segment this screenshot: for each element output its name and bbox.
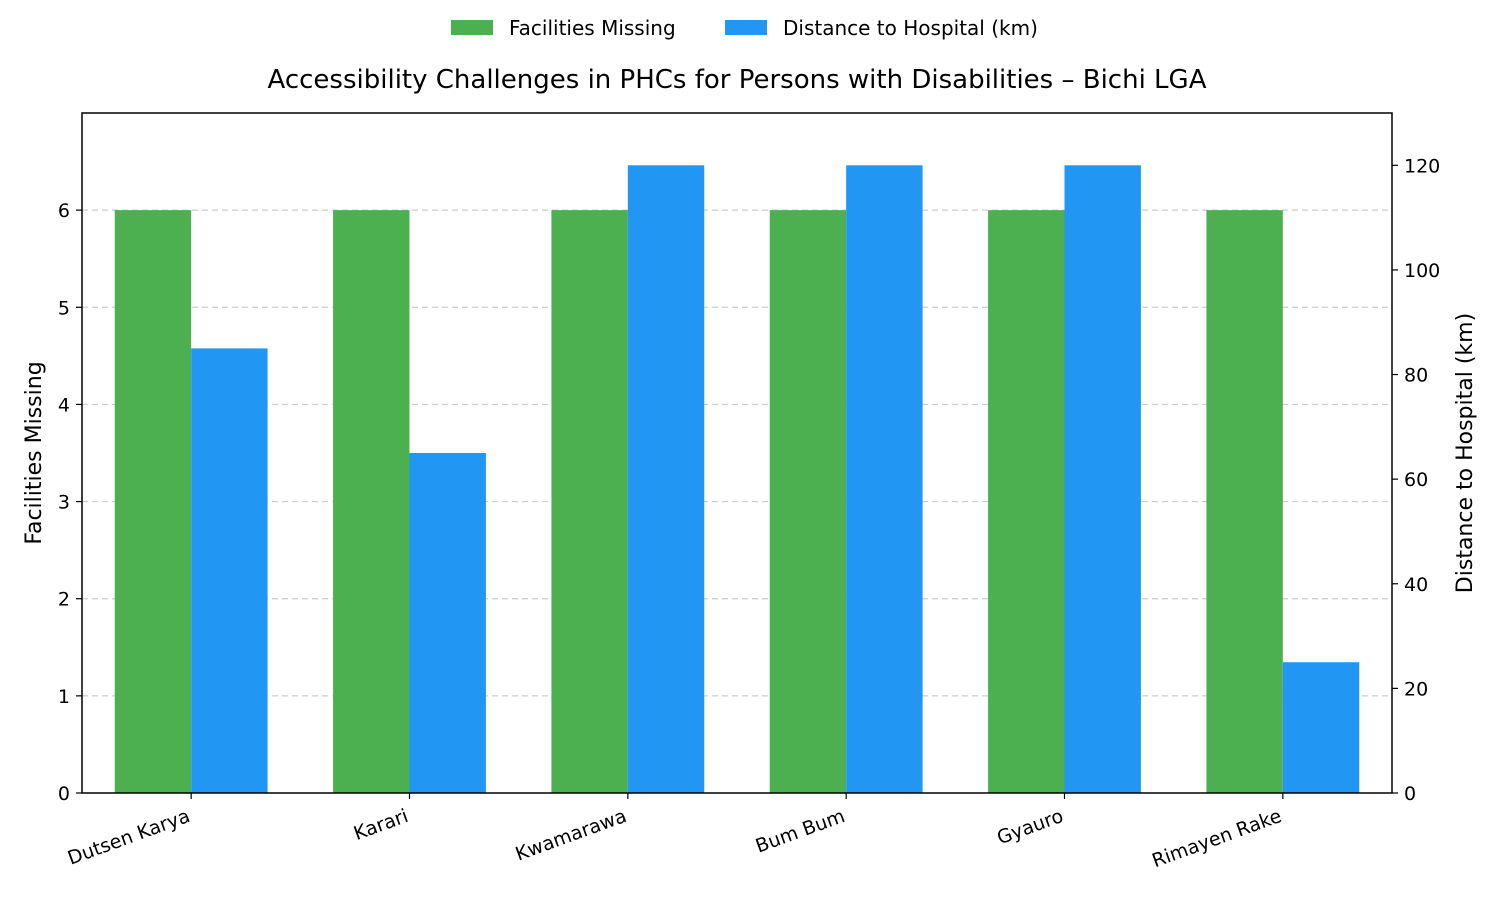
- y-right-tick-label: 120: [1404, 155, 1440, 177]
- x-tick-label: Kwamarawa: [513, 805, 630, 865]
- legend-label-distance: Distance to Hospital (km): [783, 16, 1038, 40]
- y-right-tick-label: 80: [1404, 365, 1428, 387]
- x-tick-label: Bum Bum: [753, 805, 848, 858]
- legend: Facilities Missing Distance to Hospital …: [451, 16, 1038, 40]
- x-tick-label: Dutsen Karya: [65, 805, 193, 870]
- y-right-tick-label: 20: [1404, 678, 1428, 700]
- bar-facilities-missing: [1206, 210, 1283, 794]
- y-axis-left-label: Facilities Missing: [22, 361, 47, 544]
- bar-facilities-missing: [988, 210, 1065, 794]
- bar-distance-to-hospital: [409, 453, 486, 793]
- legend-swatch-facilities: [451, 20, 493, 35]
- bar-facilities-missing: [333, 210, 410, 794]
- bar-facilities-missing: [551, 210, 628, 794]
- y-axis-right-label: Distance to Hospital (km): [1453, 313, 1478, 593]
- y-left-tick-label: 6: [58, 200, 70, 222]
- bar-facilities-missing: [769, 210, 847, 794]
- y-right-tick-label: 0: [1404, 783, 1416, 805]
- bar-distance-to-hospital: [1282, 662, 1360, 793]
- gridlines: [82, 209, 1392, 697]
- legend-swatch-distance: [725, 20, 767, 35]
- y-left-tick-label: 0: [58, 783, 70, 805]
- legend-label-facilities: Facilities Missing: [509, 16, 676, 40]
- bar-distance-to-hospital: [627, 165, 705, 794]
- y-left-tick-label: 3: [58, 492, 70, 514]
- bar-facilities-missing: [114, 210, 192, 794]
- y-right-tick-label: 40: [1404, 574, 1428, 596]
- x-tick-label: Gyauro: [994, 805, 1066, 849]
- y-left-tick-label: 2: [58, 589, 70, 611]
- y-right-tick-label: 100: [1404, 260, 1440, 282]
- bars: [114, 165, 1360, 794]
- y-left-tick-label: 4: [58, 394, 70, 416]
- chart-title: Accessibility Challenges in PHCs for Per…: [268, 65, 1207, 95]
- x-tick-label: Rimayen Rake: [1149, 805, 1284, 872]
- bar-distance-to-hospital: [1064, 165, 1141, 794]
- x-tick-label: Karari: [351, 805, 411, 845]
- y-left-tick-label: 5: [58, 297, 70, 319]
- bar-distance-to-hospital: [191, 348, 268, 793]
- y-right-tick-label: 60: [1404, 469, 1428, 491]
- y-left-tick-label: 1: [58, 686, 70, 708]
- bar-distance-to-hospital: [846, 165, 923, 794]
- plot-frame: [81, 112, 1393, 794]
